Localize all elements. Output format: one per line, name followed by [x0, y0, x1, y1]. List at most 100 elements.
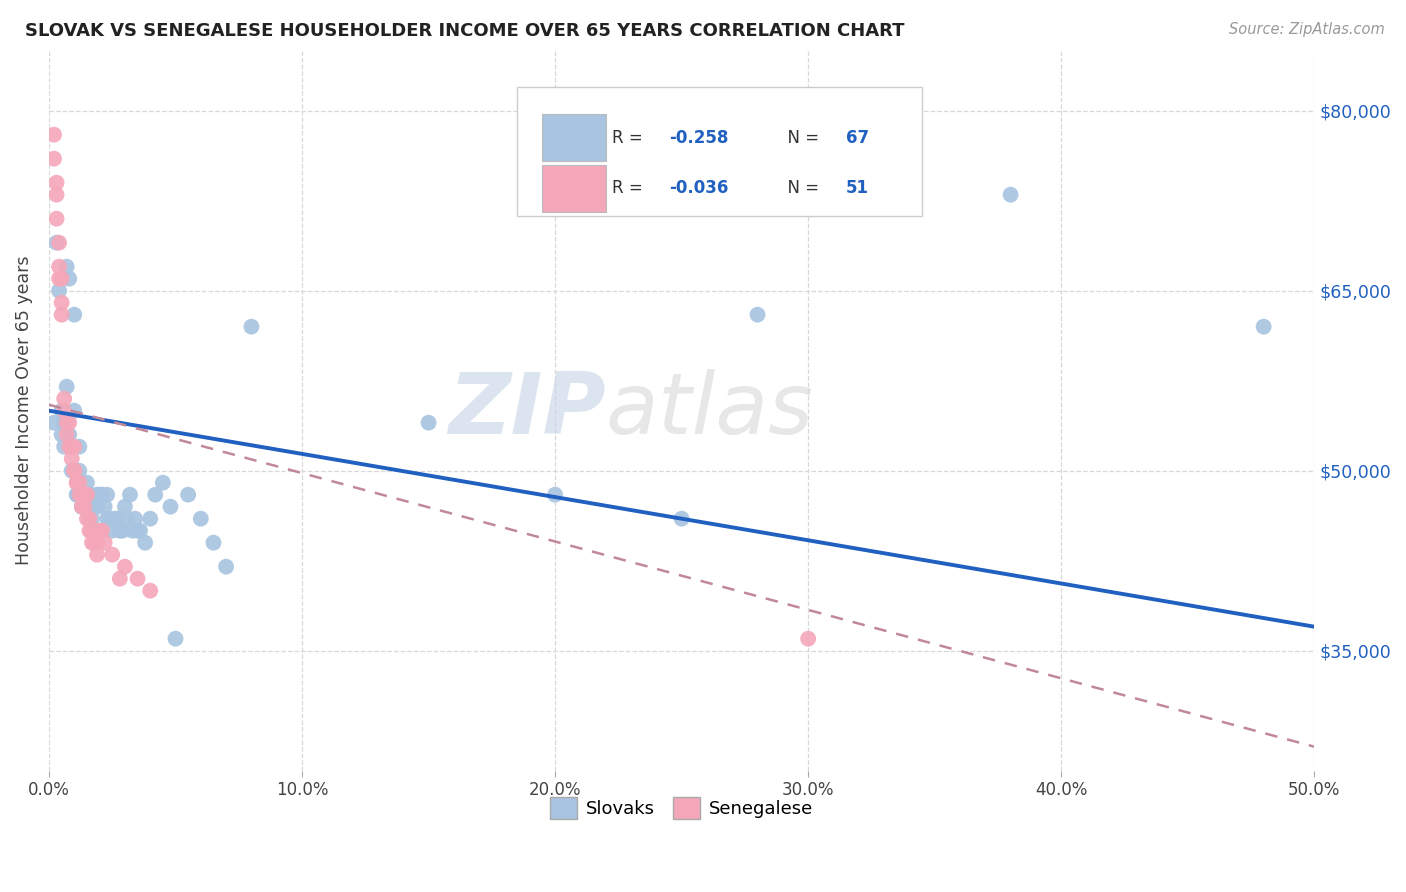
Text: N =: N = [776, 179, 824, 197]
Point [215, 559, 238, 574]
Point [76, 488, 98, 502]
Point [89, 488, 111, 502]
Point [53, 440, 76, 454]
Point [55, 427, 77, 442]
Point [83, 524, 105, 538]
Point [48, 235, 70, 250]
Point [797, 632, 820, 646]
Point [73, 488, 96, 502]
Point [124, 511, 146, 525]
Point [48, 260, 70, 274]
Point [60, 440, 83, 454]
Point [51, 427, 73, 442]
Point [51, 295, 73, 310]
Point [139, 511, 162, 525]
Point [55, 260, 77, 274]
Point [105, 511, 128, 525]
Point [66, 488, 89, 502]
Point [1000, 187, 1022, 202]
Text: R =: R = [612, 128, 648, 146]
Point [51, 271, 73, 285]
Point [98, 511, 121, 525]
Point [45, 235, 67, 250]
Text: atlas: atlas [606, 369, 814, 452]
Text: R =: R = [612, 179, 648, 197]
Point [91, 524, 114, 538]
Point [42, 152, 65, 166]
Text: -0.258: -0.258 [669, 128, 728, 146]
Point [118, 488, 141, 502]
Point [73, 500, 96, 514]
Point [63, 403, 86, 417]
Point [96, 511, 118, 525]
Point [48, 284, 70, 298]
Text: SLOVAK VS SENEGALESE HOUSEHOLDER INCOME OVER 65 YEARS CORRELATION CHART: SLOVAK VS SENEGALESE HOUSEHOLDER INCOME … [25, 22, 905, 40]
Point [48, 271, 70, 285]
Point [66, 488, 89, 502]
Point [53, 416, 76, 430]
Text: Source: ZipAtlas.com: Source: ZipAtlas.com [1229, 22, 1385, 37]
Point [67, 475, 90, 490]
Point [86, 488, 108, 502]
Point [114, 500, 136, 514]
Point [70, 488, 93, 502]
Point [117, 511, 139, 525]
Point [63, 464, 86, 478]
Point [108, 572, 131, 586]
FancyBboxPatch shape [543, 114, 606, 161]
Point [66, 475, 89, 490]
Point [101, 548, 124, 562]
Point [127, 572, 149, 586]
Point [63, 464, 86, 478]
Point [79, 511, 101, 525]
Legend: Slovaks, Senegalese: Slovaks, Senegalese [543, 790, 821, 827]
Point [134, 535, 156, 549]
Point [80, 535, 103, 549]
Point [51, 308, 73, 322]
Point [67, 488, 90, 502]
Point [104, 511, 127, 525]
Point [76, 475, 98, 490]
Point [76, 500, 98, 514]
Point [73, 488, 96, 502]
Point [93, 535, 115, 549]
Point [58, 416, 80, 430]
Point [86, 535, 108, 549]
Text: ZIP: ZIP [449, 369, 606, 452]
Point [76, 488, 98, 502]
Point [143, 488, 166, 502]
Text: 67: 67 [846, 128, 869, 146]
Point [42, 128, 65, 142]
FancyBboxPatch shape [517, 87, 922, 216]
Point [55, 380, 77, 394]
Point [165, 632, 187, 646]
Point [58, 271, 80, 285]
Point [67, 440, 90, 454]
Text: N =: N = [776, 128, 824, 146]
Point [63, 440, 86, 454]
Point [139, 583, 162, 598]
Point [63, 308, 86, 322]
Point [86, 500, 108, 514]
Point [152, 475, 174, 490]
Point [79, 488, 101, 502]
Point [190, 511, 212, 525]
Text: 51: 51 [846, 179, 869, 197]
Point [80, 524, 103, 538]
Point [53, 403, 76, 417]
Point [42, 416, 65, 430]
Point [70, 500, 93, 514]
Point [70, 500, 93, 514]
Point [58, 427, 80, 442]
Point [101, 524, 124, 538]
Point [79, 488, 101, 502]
Point [51, 403, 73, 417]
Point [80, 511, 103, 525]
Point [96, 488, 118, 502]
Point [91, 488, 114, 502]
Point [127, 524, 149, 538]
Point [45, 176, 67, 190]
Point [55, 416, 77, 430]
Point [202, 535, 225, 549]
Point [60, 464, 83, 478]
